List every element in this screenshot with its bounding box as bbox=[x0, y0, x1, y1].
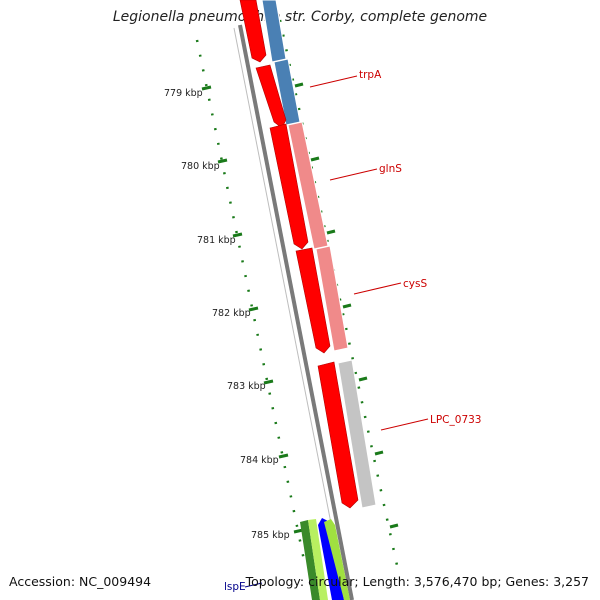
genome-backbone bbox=[238, 24, 354, 600]
lpc0733-leader bbox=[380, 418, 429, 431]
major-tick bbox=[232, 232, 243, 238]
cds-arrows bbox=[239, 0, 359, 509]
major-tick bbox=[263, 379, 274, 385]
lspE-light-green-bar bbox=[308, 519, 328, 600]
scale-label-779: 779 kbp bbox=[164, 88, 203, 99]
scale-label-785: 785 kbp bbox=[251, 530, 290, 541]
major-tick bbox=[248, 306, 259, 312]
major-tick bbox=[294, 82, 304, 88]
scale-ticks-left bbox=[195, 39, 307, 566]
gene-label-glnS: glnS bbox=[379, 163, 402, 175]
lspE-green-arrow bbox=[324, 519, 350, 600]
genome-backbone-inner bbox=[233, 27, 347, 600]
major-tick bbox=[342, 303, 352, 309]
lspE-feature bbox=[300, 518, 350, 600]
major-tick bbox=[374, 450, 384, 456]
label-leaders bbox=[244, 75, 429, 588]
cysS-leader bbox=[353, 282, 402, 295]
gene-label-trpA: trpA bbox=[359, 69, 382, 81]
accession-text: Accession: NC_009494 bbox=[9, 574, 152, 589]
major-tick bbox=[201, 85, 212, 91]
gene-label-cysS: cysS bbox=[403, 278, 427, 290]
scale-label-780: 780 kbp bbox=[181, 161, 220, 172]
scale-labels: 779 kbp 780 kbp 781 kbp 782 kbp 783 kbp … bbox=[164, 88, 290, 541]
lspE-blue-arrow bbox=[318, 518, 344, 600]
glnS-leader bbox=[329, 168, 378, 181]
map-title: Legionella pneumophila str. Corby, compl… bbox=[112, 9, 488, 25]
cds-arrow-trpA bbox=[255, 64, 287, 129]
scale-label-784: 784 kbp bbox=[240, 455, 279, 466]
lpc0733-cog-bar bbox=[337, 359, 377, 509]
cds-arrow-glnS bbox=[269, 123, 309, 250]
gene-label-lspE: lspE bbox=[224, 581, 246, 593]
major-tick bbox=[326, 229, 336, 235]
major-tick bbox=[389, 523, 399, 529]
cysS-cog-bar bbox=[315, 245, 349, 352]
major-tick bbox=[310, 156, 320, 162]
lspE-leader bbox=[244, 582, 263, 588]
cog-feature-bars bbox=[261, 0, 377, 509]
topology-text: Topology: circular; Length: 3,576,470 bp… bbox=[245, 574, 589, 589]
trpA-leader bbox=[309, 75, 358, 88]
major-tick bbox=[278, 453, 289, 459]
major-tick bbox=[217, 158, 228, 164]
gene-labels: trpA glnS cysS LPC_0733 lspE bbox=[224, 69, 482, 593]
scale-ticks-right bbox=[278, 19, 400, 571]
lspE-dark-green-bar bbox=[300, 520, 320, 600]
scale-label-783: 783 kbp bbox=[227, 381, 266, 392]
gene-label-lpc0733: LPC_0733 bbox=[430, 414, 482, 426]
major-tick bbox=[358, 376, 368, 382]
cds-arrow-cysS bbox=[295, 247, 331, 354]
scale-label-782: 782 kbp bbox=[212, 308, 251, 319]
cds-arrow-lpc0733 bbox=[317, 361, 359, 509]
scale-label-781: 781 kbp bbox=[197, 235, 236, 246]
cds-arrow-1 bbox=[239, 0, 267, 63]
